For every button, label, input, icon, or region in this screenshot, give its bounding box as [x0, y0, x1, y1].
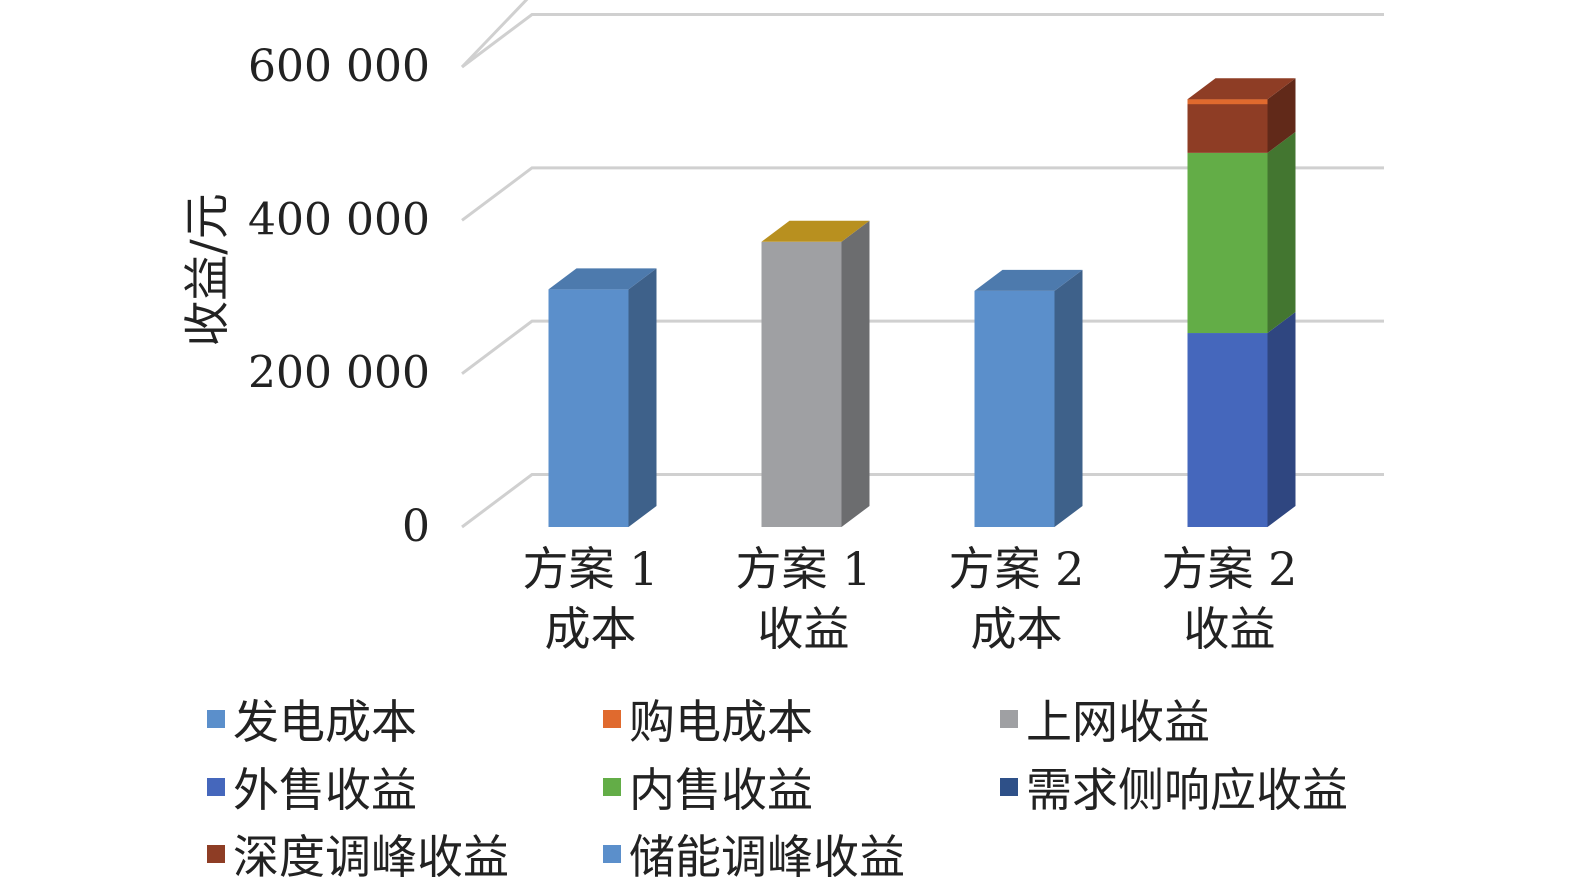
x-tick-label: 成本: [971, 602, 1063, 656]
legend-swatch: [1000, 710, 1018, 728]
x-tick-label: 方案 2: [949, 542, 1085, 596]
x-tick-label: 方案 2: [1162, 542, 1298, 596]
legend-swatch: [603, 710, 621, 728]
legend-swatch: [207, 845, 225, 863]
gridline: [461, 13, 1384, 69]
legend-label: 购电成本: [629, 695, 813, 749]
bar-side: [1054, 269, 1083, 527]
legend-label: 需求侧响应收益: [1026, 763, 1348, 817]
legend-swatch: [603, 845, 621, 863]
bar-side: [1267, 312, 1296, 527]
bar-front: [1187, 152, 1268, 334]
legend-swatch: [1000, 778, 1018, 796]
x-tick-label: 收益: [758, 602, 850, 656]
bar-side: [628, 268, 657, 527]
legend-label: 深度调峰收益: [233, 830, 509, 884]
bar-side: [1267, 78, 1296, 153]
y-tick-label: 0: [402, 501, 430, 552]
y-tick-label: 600 000: [248, 41, 430, 92]
gridline: [460, 0, 529, 69]
gridline: [461, 166, 1384, 222]
legend-label: 上网收益: [1026, 695, 1210, 749]
legend-label: 储能调峰收益: [629, 830, 905, 884]
y-axis-title: 收益/元: [180, 193, 234, 347]
bar-front: [548, 289, 629, 527]
gridline: [461, 319, 1384, 375]
x-tick-label: 成本: [545, 602, 637, 656]
y-tick-label: 400 000: [248, 194, 430, 245]
bar-top: [974, 269, 1083, 291]
legend-label: 内售收益: [629, 763, 813, 817]
bar-front: [761, 241, 842, 528]
bar-top: [761, 220, 870, 242]
gridline: [461, 473, 1384, 529]
x-tick-label: 收益: [1184, 602, 1276, 656]
bar-front: [1187, 99, 1268, 153]
y-tick-label: 200 000: [248, 348, 430, 399]
legend-swatch: [603, 778, 621, 796]
bar-band: [1187, 99, 1268, 105]
bar-front: [1187, 333, 1268, 527]
legend-swatch: [207, 778, 225, 796]
x-tick-label: 方案 1: [523, 542, 659, 596]
legend-swatch: [207, 710, 225, 728]
bar-front: [974, 290, 1055, 527]
x-tick-label: 方案 1: [736, 542, 872, 596]
bar-top: [548, 268, 657, 290]
legend-label: 发电成本: [233, 695, 417, 749]
legend-label: 外售收益: [233, 763, 417, 817]
bar-side: [841, 220, 870, 528]
bar-top: [1187, 78, 1296, 100]
bar-side: [1267, 131, 1296, 334]
